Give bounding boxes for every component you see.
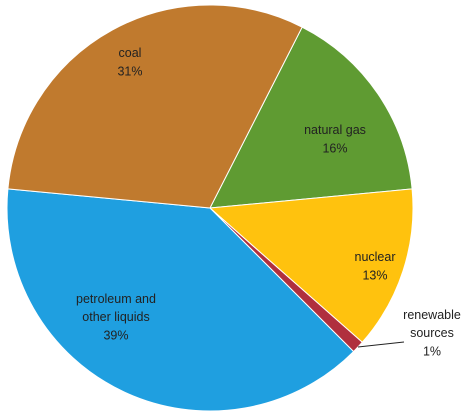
slice-label: renewable sources [403,308,461,340]
value-label: 16% [322,141,347,155]
pie-slice [7,4,303,209]
value-label: 31% [117,64,142,78]
value-label: 13% [362,268,387,282]
label-line: coal [119,46,142,60]
slice-label: petroleum and other liquids [76,292,156,324]
slice-label: nuclear [355,250,396,264]
label-line: natural gas [304,123,366,137]
label-line: nuclear [355,250,396,264]
leader-line [357,341,405,348]
label-line: petroleum and [76,292,156,306]
pie-slice [209,26,413,209]
pie-slice [6,188,355,412]
label-line: renewable [403,308,461,322]
slice-label: natural gas [304,123,366,137]
pie-slice [208,188,414,343]
value-label: 1% [423,344,441,358]
label-line: other liquids [82,310,149,324]
slice-label: coal [119,46,142,60]
value-label: 39% [103,328,128,342]
label-line: sources [410,326,454,340]
